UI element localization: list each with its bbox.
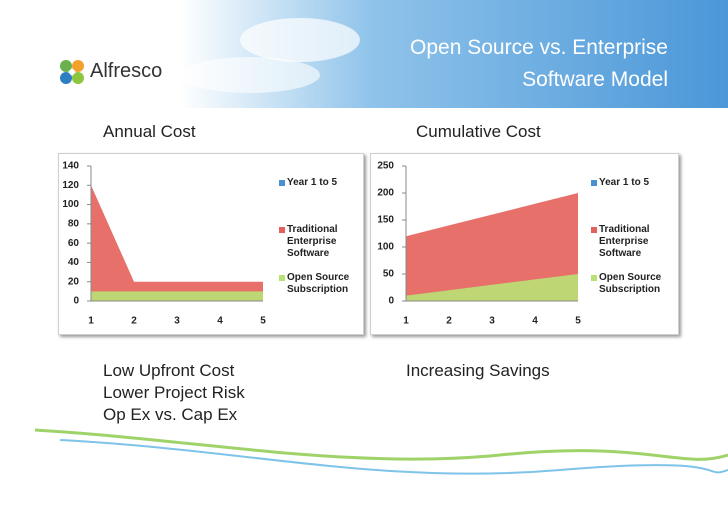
legend-item: Year 1 to 5 bbox=[591, 177, 671, 189]
area bbox=[91, 185, 263, 301]
x-tick-label: 5 bbox=[575, 316, 581, 327]
y-tick-label: 150 bbox=[377, 215, 394, 226]
area bbox=[91, 291, 263, 301]
y-tick-label: 200 bbox=[377, 188, 394, 199]
legend-label: Traditional Enterprise Software bbox=[287, 224, 338, 259]
area bbox=[406, 193, 578, 301]
legend-swatch bbox=[279, 275, 285, 281]
slide-title: Open Source vs. Enterprise bbox=[410, 36, 668, 59]
chart-title: Cumulative Cost bbox=[416, 122, 541, 141]
y-tick-label: 100 bbox=[62, 199, 79, 210]
y-tick-label: 0 bbox=[73, 296, 79, 307]
y-tick-label: 140 bbox=[62, 161, 79, 172]
x-tick-label: 5 bbox=[260, 316, 266, 327]
x-tick-label: 3 bbox=[489, 316, 495, 327]
x-tick-label: 2 bbox=[446, 316, 452, 327]
plot: 0 20 40 60 80 100 120 140 1 2 3 4 5 bbox=[62, 161, 266, 327]
y-tick-label: 20 bbox=[68, 276, 80, 287]
legend-label: Year 1 to 5 bbox=[287, 177, 338, 188]
y-tick-label: 250 bbox=[377, 161, 394, 172]
legend-swatch bbox=[279, 180, 285, 186]
x-tick-label: 1 bbox=[88, 316, 94, 327]
y-tick-label: 80 bbox=[68, 218, 80, 229]
chart: 0 20 40 60 80 100 120 140 1 2 3 4 5 Year 1 to 5 Tradit… bbox=[58, 153, 364, 335]
bullet: Lower Project Risk bbox=[103, 383, 245, 402]
chart: 0 50 100 150 200 250 1 2 3 4 5 Year 1 to 5 Tradition… bbox=[370, 153, 679, 335]
x-tick-label: 4 bbox=[217, 316, 223, 327]
legend-label: Traditional Enterprise Software bbox=[599, 224, 650, 259]
area bbox=[406, 274, 578, 301]
legend-item: Traditional Enterprise Software bbox=[591, 224, 671, 260]
y-tick-label: 40 bbox=[68, 257, 80, 268]
legend-label: Open Source Subscription bbox=[599, 272, 662, 295]
y-tick-label: 60 bbox=[68, 238, 80, 249]
y-tick-label: 100 bbox=[377, 242, 394, 253]
bullet: Low Upfront Cost bbox=[103, 361, 235, 380]
y-tick-label: 0 bbox=[388, 296, 394, 307]
legend-swatch bbox=[591, 275, 597, 281]
logo-icon bbox=[60, 60, 84, 84]
legend-item: Open Source Subscription bbox=[591, 272, 671, 296]
bullet: Op Ex vs. Cap Ex bbox=[103, 405, 238, 424]
legend-item: Year 1 to 5 bbox=[279, 177, 359, 189]
bullet: Increasing Savings bbox=[406, 361, 550, 380]
legend-swatch bbox=[279, 227, 285, 233]
legend-item: Traditional Enterprise Software bbox=[279, 224, 359, 260]
legend-label: Year 1 to 5 bbox=[599, 177, 650, 188]
legend-swatch bbox=[591, 180, 597, 186]
x-tick-label: 3 bbox=[174, 316, 180, 327]
logo-text: Alfresco bbox=[90, 60, 163, 82]
x-tick-label: 1 bbox=[403, 316, 409, 327]
y-tick-label: 50 bbox=[383, 269, 395, 280]
plot: 0 50 100 150 200 250 1 2 3 4 5 bbox=[377, 161, 581, 327]
x-tick-label: 2 bbox=[131, 316, 137, 327]
chart-title: Annual Cost bbox=[103, 122, 196, 141]
y-tick-label: 120 bbox=[62, 180, 79, 191]
slide-title: Software Model bbox=[522, 68, 668, 91]
legend-item: Open Source Subscription bbox=[279, 272, 359, 296]
legend-label: Open Source Subscription bbox=[287, 272, 350, 295]
legend-swatch bbox=[591, 227, 597, 233]
x-tick-label: 4 bbox=[532, 316, 538, 327]
